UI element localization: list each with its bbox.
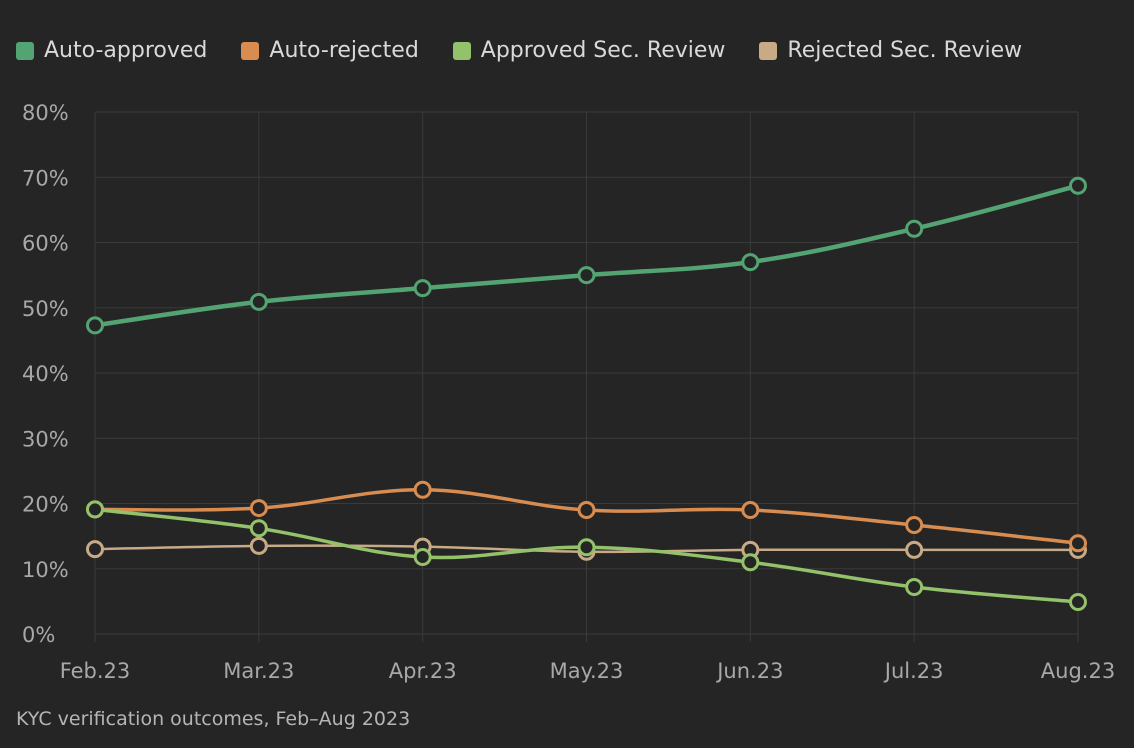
y-tick-label: 70% — [22, 166, 69, 190]
legend-swatch — [16, 41, 34, 60]
legend-label: Auto-approved — [44, 38, 208, 63]
x-tick-label: May.23 — [550, 659, 624, 683]
y-tick-label: 50% — [22, 297, 69, 321]
x-tick-label: Jul.23 — [883, 659, 944, 683]
data-point-auto-approved-jun-23 — [741, 253, 760, 272]
data-point-rejected-sec-review-mar-23 — [249, 536, 268, 555]
chart-caption: KYC verification outcomes, Feb–Aug 2023 — [16, 708, 411, 730]
y-tick-label: 60% — [22, 232, 69, 256]
data-point-auto-approved-aug-23 — [1069, 176, 1087, 195]
data-point-auto-rejected-jul-23 — [905, 516, 924, 535]
data-point-auto-approved-apr-23 — [413, 279, 432, 298]
data-point-auto-approved-mar-23 — [249, 292, 268, 311]
legend-item-auto-rejected[interactable]: Auto-rejected — [241, 38, 419, 63]
x-tick-label: Aug.23 — [1041, 659, 1115, 683]
y-tick-label: 40% — [22, 362, 69, 386]
y-tick-label: 0% — [22, 623, 55, 647]
data-point-approved-sec-review-aug-23 — [1069, 593, 1087, 612]
legend-swatch — [452, 41, 471, 60]
data-point-rejected-sec-review-feb-23 — [86, 540, 104, 559]
legend-item-approved-sec-review[interactable]: Approved Sec. Review — [452, 38, 726, 63]
legend-label: Rejected Sec. Review — [787, 38, 1023, 63]
legend-label: Auto-rejected — [269, 38, 419, 63]
y-tick-label: 80% — [22, 101, 69, 125]
legend-label: Approved Sec. Review — [480, 38, 726, 63]
data-point-auto-rejected-mar-23 — [249, 499, 268, 518]
legend-item-rejected-sec-review[interactable]: Rejected Sec. Review — [759, 38, 1022, 63]
y-tick-label: 20% — [22, 493, 69, 517]
data-point-approved-sec-review-jul-23 — [905, 578, 924, 597]
data-point-auto-rejected-may-23 — [577, 501, 596, 520]
data-point-approved-sec-review-feb-23 — [86, 500, 104, 519]
x-tick-label: Feb.23 — [60, 659, 131, 683]
y-tick-label: 30% — [22, 427, 69, 451]
data-point-approved-sec-review-may-23 — [577, 538, 596, 557]
data-point-approved-sec-review-apr-23 — [413, 548, 432, 567]
data-point-approved-sec-review-jun-23 — [741, 553, 760, 572]
legend-swatch — [759, 41, 778, 60]
legend-swatch — [241, 41, 260, 60]
data-point-auto-approved-feb-23 — [86, 316, 104, 335]
data-point-auto-rejected-jun-23 — [741, 501, 760, 520]
x-tick-label: Apr.23 — [389, 659, 457, 683]
data-point-auto-rejected-apr-23 — [413, 480, 432, 499]
chart-legend: Auto-approved Auto-rejected Approved Sec. … — [16, 38, 1022, 63]
x-tick-label: Mar.23 — [223, 659, 294, 683]
x-tick-label: Jun.23 — [715, 659, 783, 683]
data-point-rejected-sec-review-jul-23 — [905, 540, 924, 559]
data-point-auto-approved-may-23 — [577, 266, 596, 285]
y-tick-label: 10% — [22, 558, 69, 582]
data-point-approved-sec-review-mar-23 — [249, 519, 268, 538]
data-point-auto-approved-jul-23 — [905, 219, 924, 238]
legend-item-auto-approved[interactable]: Auto-approved — [16, 38, 207, 63]
data-point-auto-rejected-aug-23 — [1069, 534, 1087, 553]
